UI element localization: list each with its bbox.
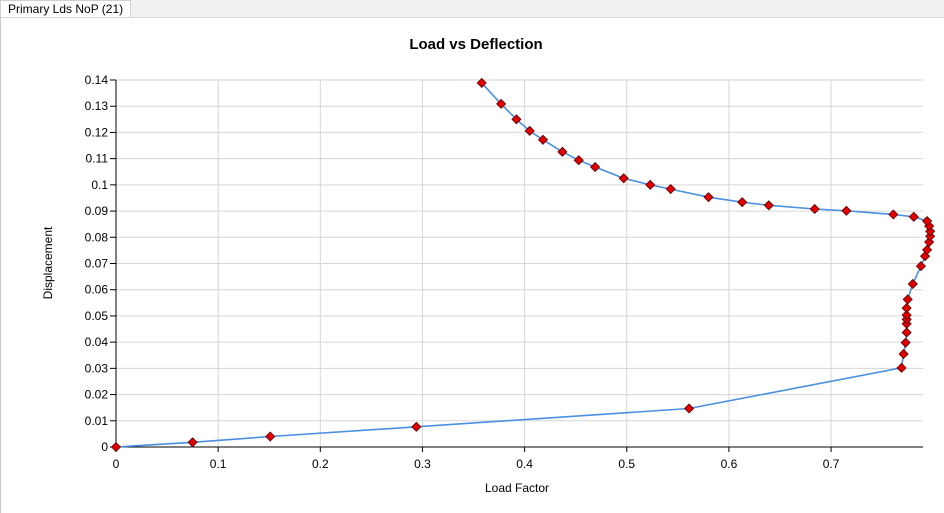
y-tick-label: 0.05 <box>85 309 109 323</box>
data-point[interactable] <box>496 98 507 109</box>
data-point[interactable] <box>618 173 629 184</box>
x-axis-ticks: 0 0.1 0.2 0.3 0.4 0.5 0.6 0.7 <box>113 447 840 471</box>
data-point[interactable] <box>573 155 584 166</box>
data-point[interactable] <box>900 337 911 348</box>
y-tick-label: 0.03 <box>85 361 109 375</box>
chart-title: Load vs Deflection <box>409 36 542 53</box>
y-tick-label: 0.07 <box>85 257 109 271</box>
y-tick-label: 0.02 <box>85 388 109 402</box>
data-point[interactable] <box>888 209 899 220</box>
data-point[interactable] <box>896 362 907 373</box>
data-point[interactable] <box>901 310 912 321</box>
x-tick-label: 0.2 <box>312 457 329 471</box>
data-point[interactable] <box>110 441 122 453</box>
data-point[interactable] <box>763 200 774 211</box>
x-tick-label: 0.5 <box>618 457 635 471</box>
data-point[interactable] <box>645 179 656 190</box>
data-point[interactable] <box>684 403 695 414</box>
data-point[interactable] <box>922 244 933 255</box>
data-point[interactable] <box>901 327 912 338</box>
x-tick-label: 0.4 <box>516 457 533 471</box>
data-point[interactable] <box>665 183 676 195</box>
y-tick-label: 0.09 <box>85 204 109 218</box>
x-axis-label: Load Factor <box>485 481 549 495</box>
data-point[interactable] <box>557 146 568 157</box>
data-point[interactable] <box>902 294 913 305</box>
panel-border <box>0 17 1 513</box>
data-point[interactable] <box>476 77 487 88</box>
y-tick-label: 0.11 <box>86 152 109 166</box>
data-point[interactable] <box>411 421 422 432</box>
data-point[interactable] <box>908 211 919 222</box>
y-tick-label: 0.14 <box>85 73 109 87</box>
grid-lines <box>116 79 923 447</box>
data-point[interactable] <box>737 197 748 208</box>
data-point[interactable] <box>901 302 912 314</box>
data-point[interactable] <box>187 437 198 448</box>
x-tick-label: 0 <box>113 457 120 471</box>
data-point[interactable] <box>590 161 601 173</box>
y-tick-label: 0.13 <box>85 99 109 113</box>
data-point[interactable] <box>809 203 820 215</box>
tab-primary-lds-nop[interactable]: Primary Lds NoP (21) <box>0 0 132 17</box>
x-tick-label: 0.3 <box>414 457 431 471</box>
y-tick-label: 0.08 <box>85 230 109 244</box>
y-tick-label: 0.04 <box>85 335 109 349</box>
data-point[interactable] <box>907 278 918 290</box>
series-group <box>110 77 936 453</box>
data-point[interactable] <box>915 261 927 272</box>
y-tick-label: 0.12 <box>85 125 109 139</box>
x-tick-label: 0.1 <box>210 457 227 471</box>
data-point[interactable] <box>537 134 549 145</box>
y-tick-label: 0.01 <box>85 414 109 428</box>
data-point[interactable] <box>511 114 522 125</box>
y-axis-label: Displacement <box>41 226 55 299</box>
data-point[interactable] <box>524 125 535 136</box>
tab-bar: Primary Lds NoP (21) <box>0 0 944 18</box>
y-tick-label: 0.06 <box>85 283 109 297</box>
data-point[interactable] <box>841 205 852 216</box>
x-tick-label: 0.7 <box>823 457 840 471</box>
y-tick-label: 0 <box>101 440 108 454</box>
data-point[interactable] <box>922 215 933 227</box>
x-tick-label: 0.6 <box>721 457 738 471</box>
data-point[interactable] <box>703 192 714 203</box>
y-tick-label: 0.1 <box>91 178 108 192</box>
data-point[interactable] <box>265 431 276 442</box>
y-axis-ticks: 0 0.01 0.02 0.03 0.04 0.05 0.06 0.07 0.08 0.09 0.1… <box>85 73 116 454</box>
series-line <box>115 82 932 448</box>
data-point[interactable] <box>898 348 909 360</box>
